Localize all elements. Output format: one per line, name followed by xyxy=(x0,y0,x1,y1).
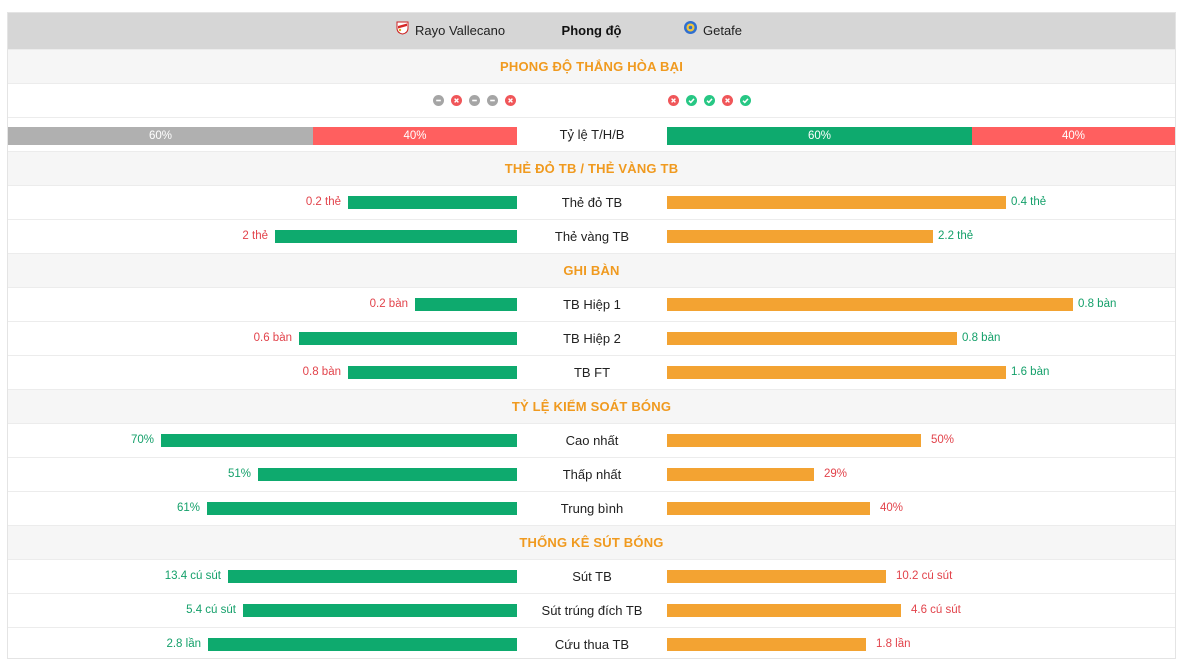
away-team-name: Getafe xyxy=(703,23,743,38)
home-stat-value: 70% xyxy=(130,434,154,446)
section-shots: THỐNG KÊ SÚT BÓNG xyxy=(8,525,1175,559)
draw-minus-icon xyxy=(432,95,444,107)
stat-row: Thẻ đỏ TB 0.2 thẻ 0.4 thẻ xyxy=(8,185,1175,219)
stat-label: Trung bình xyxy=(560,501,624,516)
home-ratio-draw: 60% xyxy=(8,127,313,145)
away-stat-value: 40% xyxy=(880,502,904,514)
loss-x-icon xyxy=(721,95,733,107)
stat-label: Thấp nhất xyxy=(562,467,622,482)
home-stat-value: 0.8 bàn xyxy=(302,366,341,378)
ratio-label: Tỷ lệ T/H/B xyxy=(559,127,625,142)
stat-label: TB FT xyxy=(573,365,611,380)
section-form: PHONG ĐỘ THẮNG HÒA BẠI xyxy=(8,49,1175,83)
stat-row: Thẻ vàng TB 2 thẻ 2.2 thẻ xyxy=(8,219,1175,253)
stat-row: Sút trúng đích TB 5.4 cú sút 4.6 cú sút xyxy=(8,593,1175,627)
away-stat-bar xyxy=(667,366,1006,379)
home-stat-bar xyxy=(207,502,517,515)
home-stat-value: 2 thẻ xyxy=(242,230,268,242)
ratio-row: Tỷ lệ T/H/B 60% 40% 60% 40% xyxy=(8,117,1175,151)
stat-row: TB FT 0.8 bàn 1.6 bàn xyxy=(8,355,1175,389)
home-stat-bar xyxy=(228,570,517,583)
home-stat-bar xyxy=(348,366,517,379)
stat-label: Sút trúng đích TB xyxy=(541,603,643,618)
home-stat-bar xyxy=(348,196,517,209)
header-title: Phong độ xyxy=(561,23,622,38)
section-cards: THẺ ĐỎ TB / THẺ VÀNG TB xyxy=(8,151,1175,185)
away-ratio-win: 60% xyxy=(667,127,972,145)
rayo-crest-icon xyxy=(395,13,410,49)
stat-row: Cao nhất 70% 50% xyxy=(8,423,1175,457)
away-stat-bar xyxy=(667,230,933,243)
home-ratio-loss: 40% xyxy=(313,127,517,145)
away-stat-bar xyxy=(667,638,866,651)
win-check-icon xyxy=(703,95,715,107)
away-stat-value: 4.6 cú sút xyxy=(911,604,961,616)
away-team[interactable]: Getafe xyxy=(683,13,742,49)
home-stat-value: 0.2 bàn xyxy=(369,298,408,310)
away-stat-value: 0.4 thẻ xyxy=(1011,196,1047,208)
home-stat-value: 61% xyxy=(176,502,200,514)
stat-label: Cao nhất xyxy=(565,433,619,448)
stat-label: Thẻ đỏ TB xyxy=(561,195,623,210)
home-stat-value: 5.4 cú sút xyxy=(186,604,236,616)
home-stat-bar xyxy=(415,298,517,311)
away-form-icons xyxy=(664,95,754,107)
home-stat-bar xyxy=(161,434,517,447)
away-stat-value: 50% xyxy=(931,434,955,446)
getafe-crest-icon xyxy=(683,13,698,49)
home-stat-bar xyxy=(299,332,517,345)
away-stat-bar xyxy=(667,196,1006,209)
stat-label: Cứu thua TB xyxy=(554,637,630,652)
stat-label: Sút TB xyxy=(572,569,612,584)
stat-row: Trung bình 61% 40% xyxy=(8,491,1175,525)
stat-row: Thấp nhất 51% 29% xyxy=(8,457,1175,491)
home-stat-bar xyxy=(243,604,517,617)
win-check-icon xyxy=(685,95,697,107)
away-stat-bar xyxy=(667,604,901,617)
stat-row: Sút TB 13.4 cú sút 10.2 cú sút xyxy=(8,559,1175,593)
home-team[interactable]: Rayo Vallecano xyxy=(395,13,505,49)
comparison-header: Phong độ Rayo Vallecano Getafe xyxy=(8,13,1175,49)
home-stat-bar xyxy=(275,230,517,243)
home-stat-value: 13.4 cú sút xyxy=(164,570,221,582)
stat-label: TB Hiệp 1 xyxy=(563,297,621,312)
away-stat-value: 29% xyxy=(824,468,848,480)
comparison-panel: Phong độ Rayo Vallecano Getafe PHONG ĐỘ … xyxy=(7,12,1176,659)
home-stat-value: 2.8 lần xyxy=(166,638,201,650)
away-ratio-loss: 40% xyxy=(972,127,1175,145)
loss-x-icon xyxy=(667,95,679,107)
away-stat-bar xyxy=(667,434,921,447)
home-stat-bar xyxy=(258,468,517,481)
stat-label: TB Hiệp 2 xyxy=(563,331,621,346)
stat-row: TB Hiệp 2 0.6 bàn 0.8 bàn xyxy=(8,321,1175,355)
away-stat-bar xyxy=(667,332,957,345)
home-stat-bar xyxy=(208,638,517,651)
home-team-name: Rayo Vallecano xyxy=(415,23,506,38)
loss-x-icon xyxy=(504,95,516,107)
away-stat-bar xyxy=(667,502,870,515)
stat-row: Cứu thua TB 2.8 lần 1.8 lần xyxy=(8,627,1175,661)
home-form-icons xyxy=(429,95,519,107)
away-stat-bar xyxy=(667,570,886,583)
away-stat-value: 1.6 bàn xyxy=(1011,366,1050,378)
section-goals: GHI BÀN xyxy=(8,253,1175,287)
home-stat-value: 51% xyxy=(227,468,251,480)
home-stat-value: 0.6 bàn xyxy=(253,332,292,344)
section-possession: TỶ LỆ KIỂM SOÁT BÓNG xyxy=(8,389,1175,423)
away-stat-bar xyxy=(667,468,814,481)
form-row xyxy=(8,83,1175,117)
away-stat-value: 2.2 thẻ xyxy=(938,230,974,242)
away-stat-value: 0.8 bàn xyxy=(962,332,1001,344)
draw-minus-icon xyxy=(468,95,480,107)
away-stat-value: 10.2 cú sút xyxy=(896,570,953,582)
away-stat-value: 1.8 lần xyxy=(876,638,911,650)
draw-minus-icon xyxy=(486,95,498,107)
stat-label: Thẻ vàng TB xyxy=(554,229,630,244)
away-stat-value: 0.8 bàn xyxy=(1078,298,1117,310)
stat-row: TB Hiệp 1 0.2 bàn 0.8 bàn xyxy=(8,287,1175,321)
away-stat-bar xyxy=(667,298,1073,311)
loss-x-icon xyxy=(450,95,462,107)
win-check-icon xyxy=(739,95,751,107)
home-stat-value: 0.2 thẻ xyxy=(305,196,341,208)
